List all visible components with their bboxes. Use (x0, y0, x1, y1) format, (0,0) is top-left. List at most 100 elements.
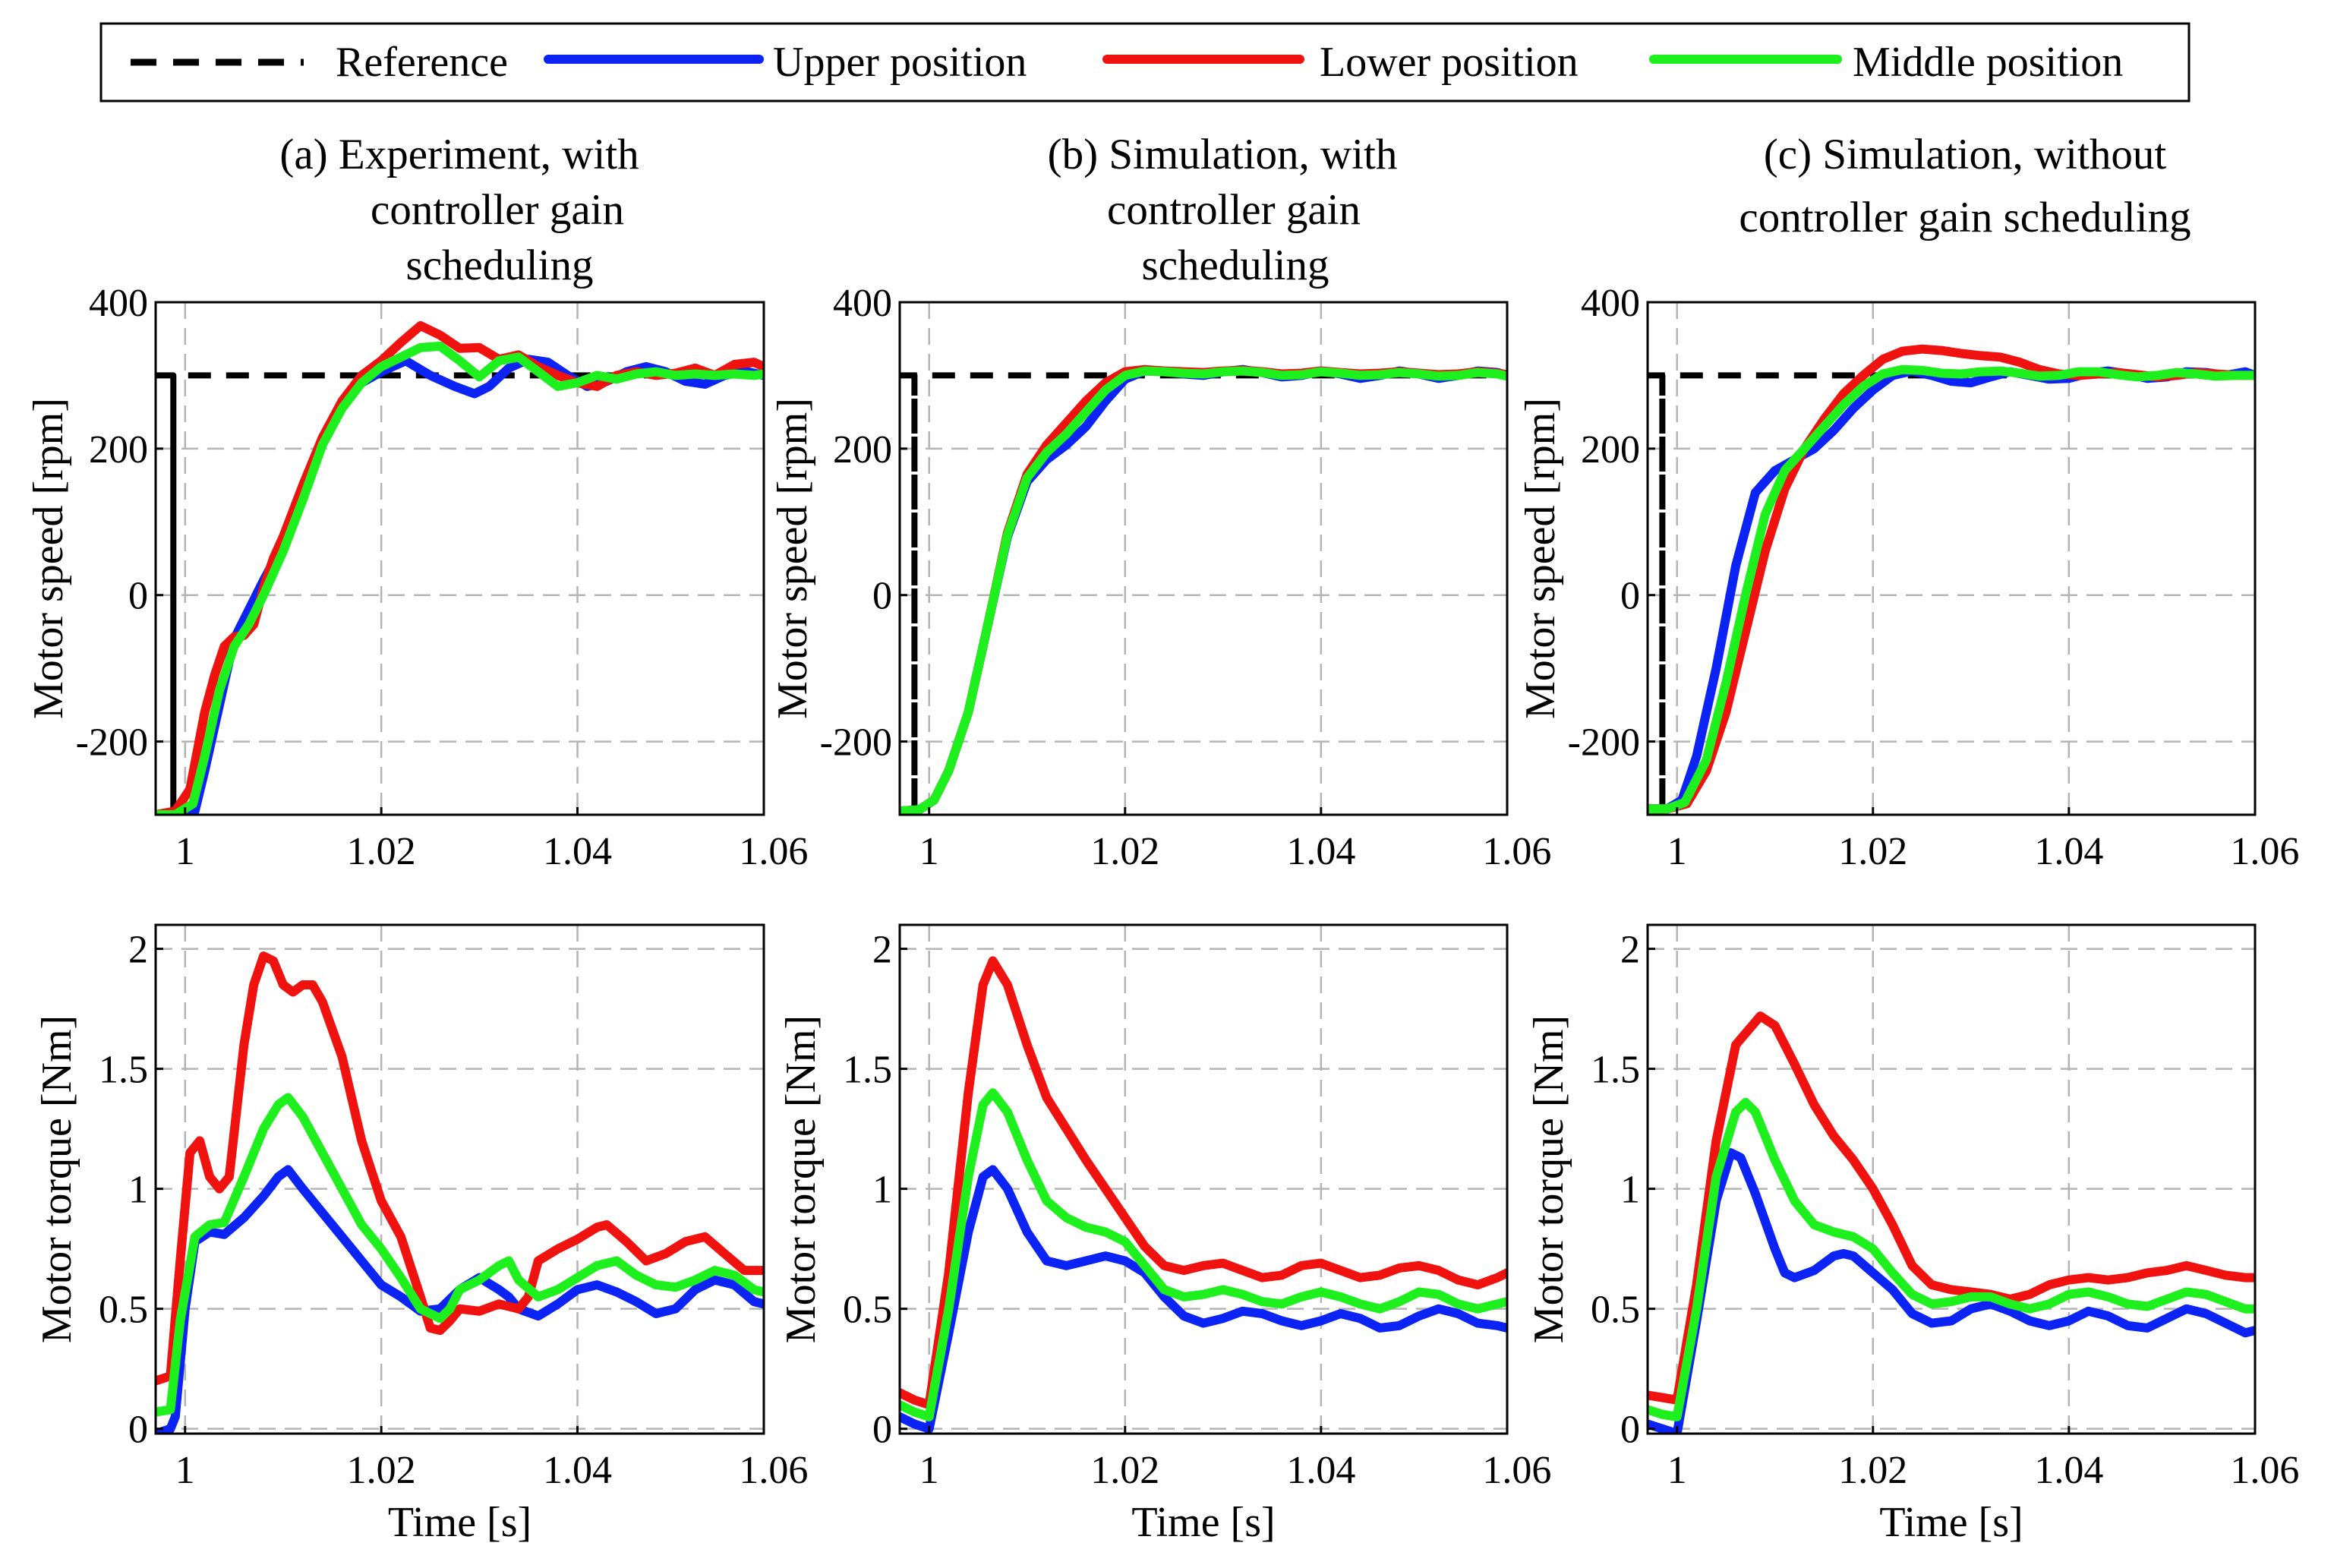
y-tick-label: 200 (1581, 428, 1640, 472)
x-tick-label: 1.06 (739, 830, 808, 873)
y-tick-label: 1 (1620, 1169, 1640, 1212)
legend-label-reference: Reference (336, 39, 508, 86)
y-tick-label: 1.5 (843, 1049, 892, 1092)
y-tick-label: 0.5 (843, 1289, 892, 1332)
y-tick-label: 0 (128, 1409, 148, 1452)
series-line-middle (1648, 1097, 2255, 1421)
y-axis-label: Motor speed [rpm] (1517, 398, 1564, 719)
x-tick-label: 1.06 (2230, 1449, 2299, 1492)
x-tick-label: 1.02 (347, 830, 416, 873)
x-tick-label: 1.02 (1090, 830, 1159, 873)
title-c: (c) Simulation, without controller gain … (1739, 131, 2190, 241)
series-line-middle (156, 341, 764, 815)
x-tick-label: 1 (1667, 830, 1687, 873)
x-tick-label: 1.04 (543, 830, 612, 873)
y-tick-label: 2 (128, 929, 148, 972)
axes-box (898, 923, 1509, 1435)
y-tick-label: 0 (1620, 1409, 1640, 1452)
series-line-middle (900, 1088, 1507, 1421)
series-line-middle (900, 366, 1507, 815)
x-tick-label: 1.04 (2034, 1449, 2103, 1492)
x-tick-label: 1.04 (1286, 830, 1355, 873)
legend-label-upper: Upper position (773, 39, 1027, 86)
y-tick-label: -200 (1568, 721, 1640, 765)
series-group (900, 364, 1507, 815)
series-group (1648, 344, 2255, 815)
series-line-middle (156, 1093, 764, 1417)
panel-b-speed: 1 1.02 1.04 1.06 -200 0 200 400 Motor speed [rpm… (769, 282, 1551, 873)
y-tick-label: 2 (872, 929, 892, 972)
y-axis-label: Motor torque [Nm] (33, 1015, 80, 1343)
title-a-line-2: controller gain (371, 186, 624, 234)
x-axis-label: Time [s] (1131, 1499, 1275, 1546)
y-axis-label: Motor speed [rpm] (25, 398, 72, 719)
y-tick-label: 0 (872, 1409, 892, 1452)
axes-box (1646, 301, 2257, 816)
y-axis-label: Motor speed [rpm] (769, 398, 816, 719)
x-tick-label: 1.02 (1838, 830, 1907, 873)
x-tick-label: 1.04 (1286, 1449, 1355, 1492)
x-tick-label: 1.02 (1090, 1449, 1159, 1492)
legend-label-lower: Lower position (1320, 39, 1579, 86)
y-tick-label: 1.5 (1591, 1049, 1640, 1092)
y-tick-label: -200 (820, 721, 892, 765)
title-a-line-3: scheduling (406, 241, 594, 289)
series-group (1648, 1011, 2255, 1434)
y-tick-label: 400 (89, 282, 148, 325)
y-tick-label: 0.5 (99, 1289, 148, 1332)
panel-a-torque: 1 1.02 1.04 1.06 0 0.5 1 1.5 2 Motor torque [Nm] T… (33, 923, 808, 1546)
y-tick-label: 200 (89, 428, 148, 472)
x-tick-label: 1.06 (1482, 830, 1551, 873)
x-axis-label: Time [s] (1879, 1499, 2023, 1546)
panel-c-torque: 1 1.02 1.04 1.06 0 0.5 1 1.5 2 Motor torque [Nm] T… (1525, 923, 2299, 1546)
x-tick-label: 1.04 (2034, 830, 2103, 873)
series-line-middle (1648, 364, 2255, 814)
axes-box (154, 923, 765, 1435)
y-tick-label: 1 (128, 1169, 148, 1212)
x-axis-label: Time [s] (388, 1499, 531, 1546)
x-tick-label: 1.06 (739, 1449, 808, 1492)
x-tick-label: 1 (919, 830, 939, 873)
x-tick-label: 1 (175, 1449, 195, 1492)
axes-box (1646, 923, 2257, 1435)
series-line-reference (900, 372, 1507, 815)
series-line-reference (1648, 372, 2255, 815)
series-line-upper (1648, 1148, 2255, 1434)
y-tick-label: 1 (872, 1169, 892, 1212)
y-tick-label: 400 (1581, 282, 1640, 325)
title-c-line-1: (c) Simulation, without (1764, 131, 2167, 178)
y-tick-label: 0 (872, 575, 892, 618)
y-tick-label: 2 (1620, 929, 1640, 972)
series-line-upper (156, 1165, 764, 1434)
y-axis-label: Motor torque [Nm] (777, 1015, 825, 1343)
x-tick-label: 1.06 (2230, 830, 2299, 873)
y-tick-label: 400 (833, 282, 892, 325)
x-tick-label: 1 (1667, 1449, 1687, 1492)
panel-c-speed: 1 1.02 1.04 1.06 -200 0 200 400 Motor speed [rpm… (1517, 282, 2299, 873)
x-tick-label: 1.06 (1482, 1449, 1551, 1492)
series-line-reference (156, 372, 764, 815)
y-tick-label: 0 (128, 575, 148, 618)
y-tick-label: 0 (1620, 575, 1640, 618)
y-tick-label: 0.5 (1591, 1289, 1640, 1332)
title-a: (a) Experiment, with controller gain sch… (279, 131, 639, 289)
y-axis-label: Motor torque [Nm] (1525, 1015, 1572, 1343)
x-tick-label: 1.02 (1838, 1449, 1907, 1492)
series-line-lower (1648, 1011, 2255, 1405)
y-tick-label: 1.5 (99, 1049, 148, 1092)
x-tick-label: 1 (919, 1449, 939, 1492)
y-tick-label: 200 (833, 428, 892, 472)
series-group (900, 956, 1507, 1434)
axes-box (898, 301, 1509, 816)
series-group (156, 320, 764, 815)
title-b-line-3: scheduling (1142, 241, 1329, 289)
panel-b-torque: 1 1.02 1.04 1.06 0 0.5 1 1.5 2 Motor torque [Nm] T… (777, 923, 1551, 1546)
panel-a-speed: 1 1.02 1.04 1.06 -200 0 200 400 Motor speed [rpm… (25, 282, 808, 873)
title-a-line-1: (a) Experiment, with (279, 131, 639, 178)
legend-label-middle: Middle position (1853, 39, 2123, 86)
series-line-upper (900, 1165, 1507, 1434)
legend: Reference Upper position Lower position … (99, 22, 2190, 103)
title-b-line-2: controller gain (1107, 186, 1361, 234)
title-b: (b) Simulation, with controller gain sch… (1048, 131, 1398, 289)
